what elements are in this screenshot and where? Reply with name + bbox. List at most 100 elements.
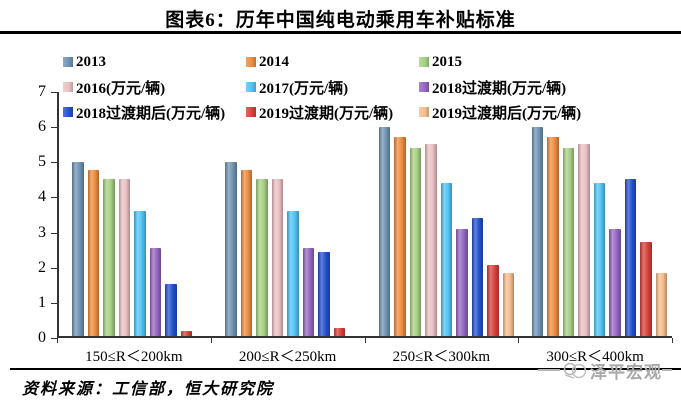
legend-swatch — [419, 82, 429, 92]
bar-group — [519, 92, 672, 336]
bar — [225, 161, 237, 336]
bar-group — [59, 92, 212, 336]
bar — [271, 179, 284, 336]
y-tick-mark — [51, 127, 57, 129]
legend-swatch — [246, 82, 256, 92]
bar — [149, 248, 161, 336]
legend-label: 2014 — [259, 53, 289, 70]
footer-divider — [10, 368, 681, 370]
x-category-label: 250≤R＜300km — [392, 349, 491, 365]
legend-item: 2019过渡期后(万元/辆) — [419, 103, 582, 122]
bar-group — [212, 92, 365, 336]
bar — [609, 228, 621, 336]
legend-swatch — [63, 82, 73, 92]
legend-label: 2018过渡期(万元/辆) — [432, 80, 567, 97]
y-tick-mark — [51, 302, 57, 304]
legend-swatch — [246, 57, 256, 67]
legend-label: 2019过渡期(万元/辆) — [259, 105, 394, 122]
x-axis-labels: 150≤R＜200km 200≤R＜250km 250≤R＜300km 300≤R＜4… — [57, 345, 672, 366]
y-tick-label: 6 — [38, 118, 46, 136]
y-tick-label: 4 — [38, 188, 46, 206]
x-tick-mark — [672, 338, 673, 343]
legend-item: 2019过渡期(万元/辆) — [246, 103, 419, 122]
legend-item: 2018过渡期(万元/辆) — [419, 78, 581, 97]
x-category-label: 300≤R＜400km — [546, 349, 644, 365]
legend-swatch — [419, 57, 429, 67]
legend-item: 2016(万元/辆) — [63, 78, 246, 97]
bar — [180, 330, 192, 336]
bar — [302, 248, 315, 336]
bar — [593, 182, 606, 336]
bar — [287, 210, 299, 336]
legend-item: 2014 — [246, 53, 419, 71]
bar — [640, 241, 652, 336]
bar — [256, 179, 268, 336]
y-tick-label: 7 — [38, 83, 46, 100]
y-tick-label: 5 — [38, 153, 46, 171]
zeping-macro-logo-icon — [563, 362, 587, 379]
bar — [118, 179, 130, 336]
plot-area — [57, 92, 672, 338]
bar — [378, 126, 390, 336]
chart-legend: 2013 2014 2015 2016(万元/辆) 2017(万元/辆) 2018过渡期(… — [63, 53, 582, 122]
y-tick-label: 1 — [38, 293, 46, 311]
y-tick-mark — [51, 162, 57, 164]
watermark-line-left — [538, 369, 560, 371]
y-tick-label: 0 — [38, 329, 46, 346]
bar — [655, 273, 668, 336]
bar-group — [366, 92, 519, 336]
y-tick-mark — [51, 338, 57, 339]
x-category-label: 150≤R＜200km — [85, 349, 183, 365]
bar — [333, 327, 346, 336]
title-divider — [0, 31, 681, 34]
legend-label: 2018过渡期后(万元/辆) — [76, 105, 226, 122]
bar — [531, 126, 544, 336]
y-tick-mark — [51, 92, 57, 93]
bar — [134, 210, 146, 336]
bar — [440, 182, 452, 336]
y-tick-mark — [51, 197, 57, 199]
legend-item: 2017(万元/辆) — [246, 78, 419, 97]
legend-item: 2018过渡期后(万元/辆) — [63, 103, 246, 122]
bar — [624, 179, 637, 336]
legend-swatch — [419, 107, 429, 117]
watermark-text: 泽平宏观 — [590, 362, 662, 382]
x-tick-mark — [57, 338, 58, 343]
bar — [409, 147, 421, 336]
bar — [425, 144, 437, 336]
legend-swatch — [63, 107, 73, 117]
x-tick-mark — [364, 338, 366, 343]
bar — [547, 137, 559, 336]
y-tick-label: 2 — [38, 258, 46, 276]
bar — [165, 283, 177, 336]
source-note: 资料来源：工信部，恒大研究院 — [22, 381, 275, 398]
x-tick-mark — [518, 338, 520, 343]
legend-label: 2017(万元/辆) — [259, 80, 349, 97]
bar — [456, 228, 468, 336]
legend-label: 2016(万元/辆) — [76, 80, 166, 97]
bar — [562, 147, 575, 336]
legend-item: 2013 — [63, 53, 246, 71]
bar — [471, 217, 483, 336]
bar — [487, 264, 499, 336]
x-category-label: 200≤R＜250km — [238, 349, 337, 365]
y-tick-mark — [51, 232, 57, 234]
y-tick-label: 3 — [38, 223, 46, 241]
watermark: 泽平宏观 — [538, 358, 681, 382]
y-tick-mark — [51, 267, 57, 269]
bar — [72, 161, 84, 336]
bar — [502, 273, 514, 336]
legend-label: 2019过渡期后(万元/辆) — [432, 105, 582, 122]
legend-label: 2015 — [432, 53, 462, 70]
bar — [578, 144, 590, 336]
chart-title: 图表6：历年中国纯电动乘用车补贴标准 — [165, 10, 516, 31]
bar — [318, 252, 330, 336]
bar — [103, 179, 115, 336]
bar — [87, 170, 99, 336]
x-tick-mark — [210, 338, 212, 343]
legend-swatch — [246, 107, 256, 117]
legend-swatch — [63, 57, 73, 67]
legend-item: 2015 — [419, 53, 581, 71]
watermark-line-right — [662, 369, 672, 371]
